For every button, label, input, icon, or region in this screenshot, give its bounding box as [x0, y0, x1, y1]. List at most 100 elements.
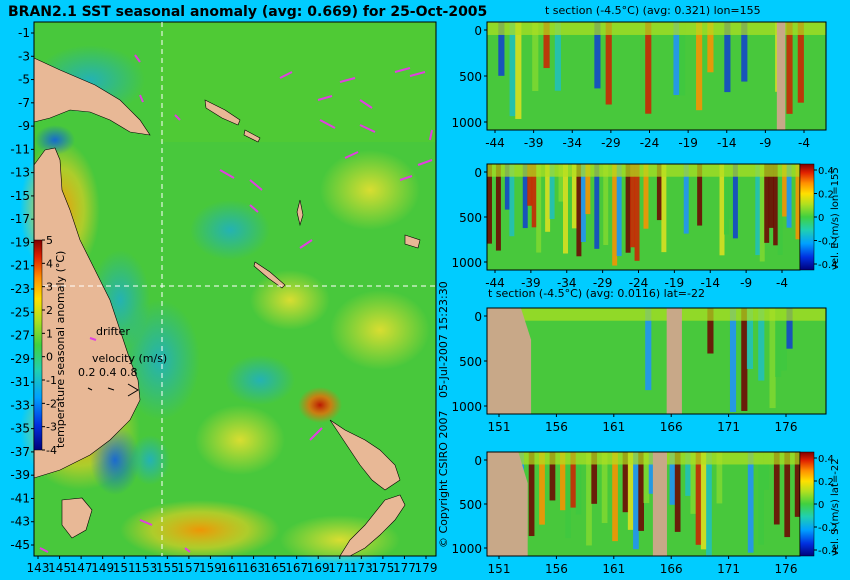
- section-column: [625, 164, 631, 253]
- section-column: [531, 164, 537, 228]
- australia-land: [33, 147, 141, 479]
- colorbar-tick-label: -0.2: [818, 237, 838, 248]
- copyright-label: © Copyright CSIRO 2007: [437, 411, 450, 548]
- section-column: [563, 164, 568, 254]
- temperature-colorbar-tick-label: -4: [46, 444, 57, 457]
- panel-2-plot: 0 500 1000-44 -39 -34 -29 -24 -19 -14 -9 -4: [451, 163, 801, 290]
- fiji-land: [404, 234, 421, 249]
- panel-y-tick-label: 500: [459, 355, 482, 369]
- map-y-tick-label: -29: [10, 352, 30, 366]
- new-zealand-north-land: [329, 419, 401, 491]
- panel-x-tick-label: -44: [485, 276, 505, 290]
- section-column: [576, 164, 582, 257]
- panel-1-plot: 0 500 1000-44 -39 -34 -29 -24 -19 -14 -9 -4: [451, 21, 827, 150]
- panel-4-colorbar-label: vel. S (m/s) lat=-22: [830, 458, 841, 556]
- section-column: [549, 452, 556, 501]
- section-column: [616, 164, 622, 257]
- panel-x-tick-label: 156: [545, 420, 568, 434]
- panel-x-tick-label: 161: [602, 562, 625, 576]
- section-column: [522, 164, 528, 229]
- section-column: [612, 452, 618, 542]
- map-plot-area: [20, 21, 437, 565]
- colorbar-tick-label: -0.2: [818, 523, 838, 534]
- section-land: [666, 308, 682, 414]
- section-column: [586, 452, 592, 546]
- section-column: [683, 164, 689, 234]
- panel-x-tick-label: -24: [629, 276, 649, 290]
- temperature-colorbar-tick-label: -1: [46, 374, 57, 387]
- colorbar-tick-label: 0.4: [818, 454, 834, 465]
- map-x-tick-label: 149: [91, 561, 114, 575]
- map-y-tick-label: -39: [10, 468, 30, 482]
- section-column: [794, 452, 801, 517]
- section-column: [724, 22, 731, 93]
- map-y-tick-label: -1: [18, 26, 30, 40]
- section-column: [643, 164, 649, 229]
- panel-y-tick-label: 0: [474, 24, 482, 38]
- panel-x-tick-label: 176: [775, 420, 798, 434]
- section-column: [786, 22, 793, 114]
- new-zealand-south-land: [339, 494, 406, 557]
- section-column: [645, 22, 652, 114]
- section-column: [786, 164, 792, 228]
- panel-x-tick-label: -4: [776, 276, 788, 290]
- panel-x-tick-label: -29: [593, 276, 613, 290]
- section-column: [603, 164, 609, 246]
- panel-x-tick-label: -34: [557, 276, 577, 290]
- temperature-colorbar-tick-label: 5: [46, 234, 53, 247]
- section-column: [656, 164, 662, 221]
- section-column: [706, 452, 712, 556]
- panel-y-tick-label: 1000: [451, 116, 482, 130]
- panel-x-tick-label: -39: [524, 136, 544, 150]
- map-y-tick-label: -17: [10, 212, 30, 226]
- section-land: [776, 22, 786, 130]
- panel-x-tick-label: -29: [601, 136, 621, 150]
- section-column: [696, 22, 703, 111]
- new-guinea-land: [33, 57, 151, 136]
- panel-x-tick-label: -34: [562, 136, 582, 150]
- section-column: [768, 164, 774, 228]
- map-y-tick-label: -43: [10, 515, 30, 529]
- panel-x-tick-label: 176: [775, 562, 798, 576]
- temperature-colorbar-ticks: 5 4 3 2 1 0 -1 -2 -3 -4: [42, 234, 57, 457]
- section-column: [707, 308, 714, 354]
- velocity-legend-values: 0.2 0.4 0.8: [78, 366, 137, 379]
- panel-x-tick-label: -19: [678, 136, 698, 150]
- section-column: [638, 452, 644, 531]
- colorbar-tick-label: -0.4: [818, 260, 838, 271]
- map-y-tick-label: -15: [10, 189, 30, 203]
- section-column: [495, 164, 501, 251]
- panel-y-tick-label: 0: [474, 310, 482, 324]
- drifter-marks: [39, 54, 433, 553]
- velocity-legend-arrows: [87, 383, 139, 397]
- section-column: [773, 452, 780, 525]
- section-column: [729, 308, 737, 413]
- surface-band: [487, 308, 826, 321]
- map-y-tick-label: -27: [10, 329, 30, 343]
- panel-y-tick-label: 0: [474, 166, 482, 180]
- panel-x-tick-label: 171: [717, 562, 740, 576]
- colorbar-tick-label: 0.2: [818, 190, 834, 201]
- section-column: [565, 452, 571, 539]
- panel-x-tick-label: -9: [740, 276, 752, 290]
- section-column: [777, 164, 783, 255]
- temperature-colorbar-label: temperature seasonal anomaly (°C): [54, 251, 67, 448]
- panel-1-title: t section (-4.5°C) (avg: 0.321) lon=155: [545, 4, 761, 17]
- map-y-tick-label: -25: [10, 305, 30, 319]
- section-column: [795, 164, 801, 240]
- panel-x-tick-label: -4: [798, 136, 810, 150]
- section-column: [509, 164, 515, 237]
- section-column: [758, 452, 764, 545]
- map-x-tick-label: 157: [177, 561, 200, 575]
- panel-y-tick-label: 500: [459, 70, 482, 84]
- map-x-tick-label: 167: [285, 561, 308, 575]
- drifter-legend-label: drifter: [96, 325, 130, 338]
- section-column: [570, 452, 577, 508]
- colorbar-tick-label: -0.4: [818, 546, 838, 557]
- section-column: [697, 164, 703, 226]
- section-column: [784, 452, 791, 538]
- map-x-tick-label: 171: [328, 561, 351, 575]
- surface-band: [487, 164, 800, 177]
- temperature-colorbar-tick-label: 4: [46, 257, 53, 270]
- map-title: BRAN2.1 SST seasonal anomaly (avg: 0.669…: [8, 4, 487, 20]
